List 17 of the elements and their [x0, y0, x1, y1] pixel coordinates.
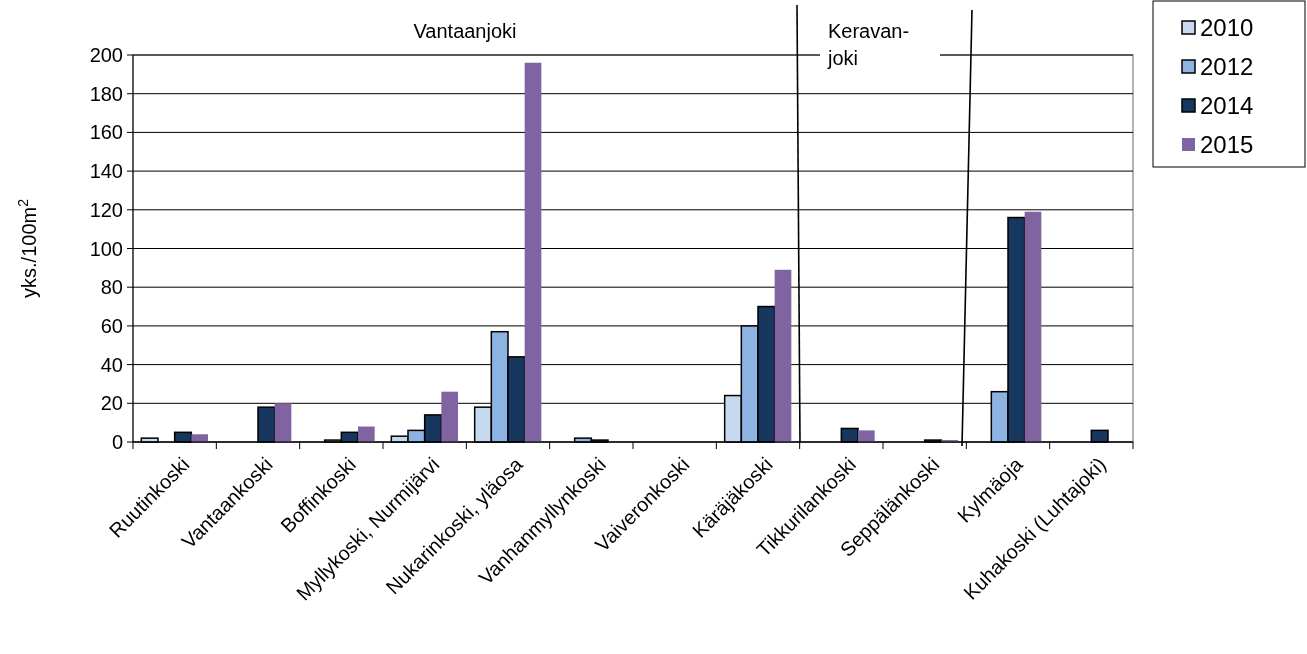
- y-tick-label: 120: [89, 198, 123, 221]
- legend-label: 2010: [1200, 14, 1254, 42]
- y-tick-label: 200: [89, 44, 123, 66]
- legend-label: 2012: [1200, 53, 1254, 81]
- y-tick-label: 140: [89, 160, 123, 183]
- y-tick-label: 180: [89, 82, 123, 105]
- y-tick-label: 40: [100, 353, 123, 376]
- y-tick-label: 80: [100, 276, 123, 299]
- text: Vantaanjoki: [413, 20, 517, 42]
- legend-label: 2015: [1200, 131, 1254, 159]
- y-tick-label: 60: [100, 314, 123, 337]
- legend-label: 2014: [1200, 92, 1254, 120]
- y-tick-label: 0: [111, 431, 123, 453]
- annotation: Keravan- joki: [827, 20, 910, 69]
- y-tick-label: 100: [89, 237, 123, 260]
- y-tick-label: 160: [89, 121, 123, 144]
- y-tick-label: 20: [100, 392, 123, 415]
